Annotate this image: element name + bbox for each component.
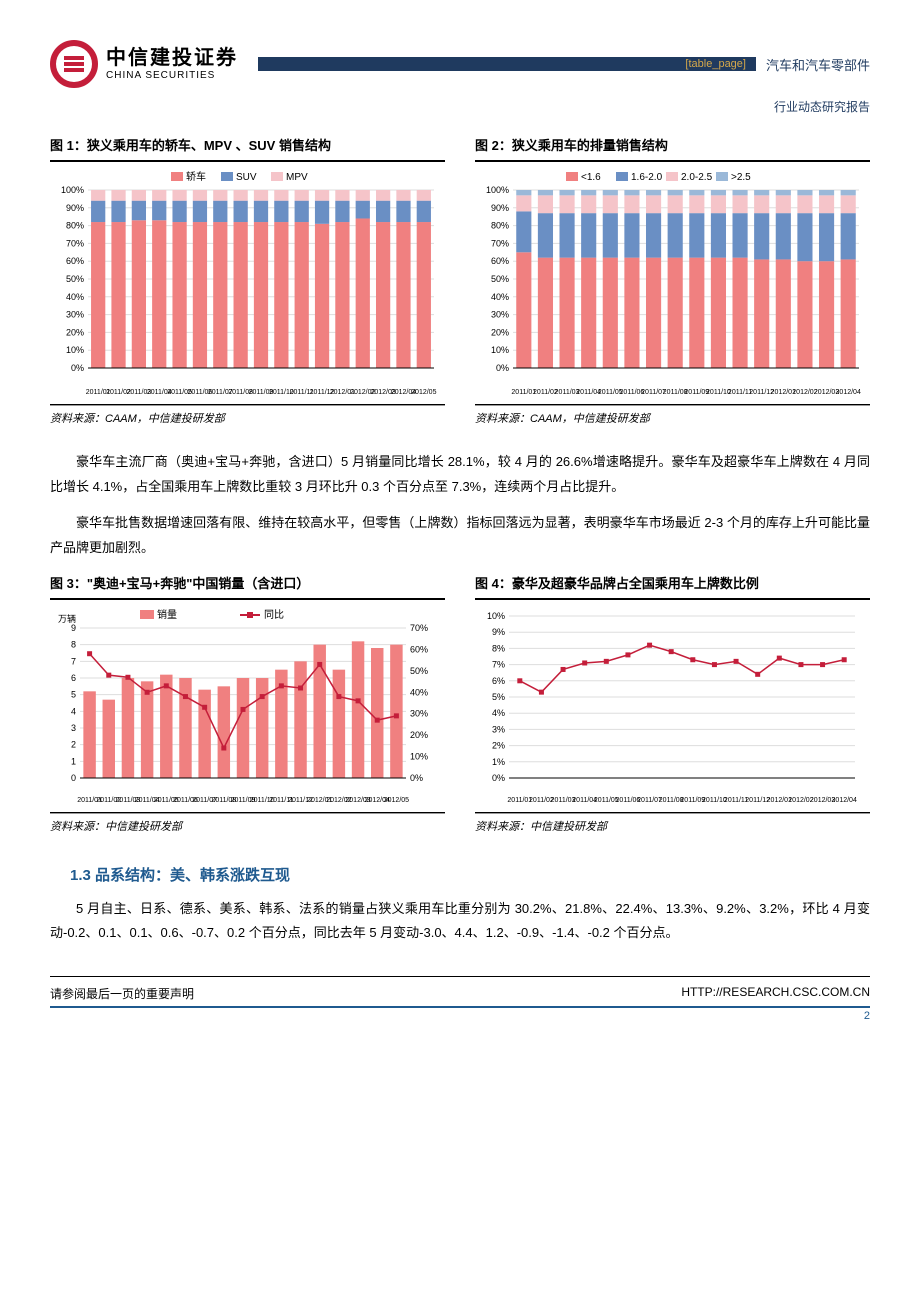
section-1-3-title: 1.3 品系结构：美、韩系涨跌互现 xyxy=(70,864,870,885)
figure-3-title: 图 3："奥迪+宝马+奔驰"中国销量（含进口） xyxy=(50,573,445,592)
svg-text:50%: 50% xyxy=(491,274,509,284)
svg-text:70%: 70% xyxy=(410,623,428,633)
svg-text:20%: 20% xyxy=(410,730,428,740)
svg-text:6: 6 xyxy=(71,673,76,683)
svg-text:2%: 2% xyxy=(492,740,505,750)
svg-text:40%: 40% xyxy=(410,687,428,697)
svg-text:0%: 0% xyxy=(410,773,423,783)
figure-4: 图 4：豪华及超豪华品牌占全国乘用车上牌数比例 0% 1% 2% 3% 4% 5% 6% 7%… xyxy=(475,573,870,846)
svg-text:90%: 90% xyxy=(66,203,84,213)
svg-text:8%: 8% xyxy=(492,643,505,653)
figure-4-source: 资料来源：中信建投研发部 xyxy=(475,813,870,834)
svg-text:0%: 0% xyxy=(71,363,84,373)
svg-text:7%: 7% xyxy=(492,659,505,669)
page-number: 2 xyxy=(50,1006,870,1022)
svg-text:2.0-2.5: 2.0-2.5 xyxy=(681,172,713,183)
figure-2-source: 资料来源：CAAM，中信建投研发部 xyxy=(475,405,870,426)
svg-text:0%: 0% xyxy=(496,363,509,373)
company-name-cn: 中信建投证券 xyxy=(106,46,238,70)
svg-text:3: 3 xyxy=(71,723,76,733)
svg-text:2012/04: 2012/04 xyxy=(836,389,861,396)
svg-text:60%: 60% xyxy=(66,256,84,266)
svg-text:70%: 70% xyxy=(491,238,509,248)
footer-url: HTTP://RESEARCH.CSC.COM.CN xyxy=(681,985,870,1002)
svg-text:20%: 20% xyxy=(66,327,84,337)
svg-text:SUV: SUV xyxy=(236,172,257,183)
svg-text:80%: 80% xyxy=(66,221,84,231)
figure-4-title: 图 4：豪华及超豪华品牌占全国乘用车上牌数比例 xyxy=(475,573,870,592)
paragraph-2: 豪华车批售数据增速回落有限、维持在较高水平，但零售（上牌数）指标回落远为显著，表… xyxy=(50,511,870,560)
chart-1-svg: 轿车 SUV MPV 0% 10% 20% 30% 40% 50% 60% 70% 80% 90% 100… xyxy=(50,168,440,398)
chart-4-svg: 0%1%2%3%4%5%6%7%8%9%10%2011/012011/02201… xyxy=(475,606,865,806)
svg-text:0%: 0% xyxy=(492,773,505,783)
svg-text:1%: 1% xyxy=(492,757,505,767)
svg-text:10%: 10% xyxy=(487,611,505,621)
svg-text:10%: 10% xyxy=(66,345,84,355)
logo-icon xyxy=(50,40,98,88)
figure-3-source: 资料来源：中信建投研发部 xyxy=(50,813,445,834)
company-name-en: CHINA SECURITIES xyxy=(106,70,238,82)
svg-text:10%: 10% xyxy=(410,751,428,761)
svg-text:9: 9 xyxy=(71,623,76,633)
report-type: 行业动态研究报告 xyxy=(50,98,870,115)
sector-label: 汽车和汽车零部件 xyxy=(766,55,870,74)
svg-text:销量: 销量 xyxy=(157,608,177,621)
svg-text:3%: 3% xyxy=(492,724,505,734)
svg-text:1.6-2.0: 1.6-2.0 xyxy=(631,172,663,183)
svg-text:8: 8 xyxy=(71,639,76,649)
figure-1: 图 1：狭义乘用车的轿车、MPV 、SUV 销售结构 轿车 SUV MPV 0% 10%… xyxy=(50,135,445,438)
figure-3: 图 3："奥迪+宝马+奔驰"中国销量（含进口） 销量同比万辆0123456789… xyxy=(50,573,445,846)
footer-disclaimer: 请参阅最后一页的重要声明 xyxy=(50,985,194,1002)
page-footer: 请参阅最后一页的重要声明 HTTP://RESEARCH.CSC.COM.CN xyxy=(50,976,870,1002)
svg-text:30%: 30% xyxy=(410,708,428,718)
svg-text:80%: 80% xyxy=(491,221,509,231)
svg-text:20%: 20% xyxy=(491,327,509,337)
svg-text:>2.5: >2.5 xyxy=(731,172,751,183)
svg-text:100%: 100% xyxy=(61,185,84,195)
section-1-3-text: 5 月自主、日系、德系、美系、韩系、法系的销量占狭义乘用车比重分别为 30.2%… xyxy=(50,897,870,946)
svg-text:同比: 同比 xyxy=(264,609,284,621)
svg-text:100%: 100% xyxy=(486,185,509,195)
svg-text:4%: 4% xyxy=(492,708,505,718)
svg-text:6%: 6% xyxy=(492,676,505,686)
svg-text:2012/05: 2012/05 xyxy=(411,389,436,396)
svg-text:4: 4 xyxy=(71,706,76,716)
figure-2: 图 2：狭义乘用车的排量销售结构 <1.6 1.6-2.0 2.0-2.5 >2.5 0… xyxy=(475,135,870,438)
svg-text:40%: 40% xyxy=(491,292,509,302)
svg-text:2012/04: 2012/04 xyxy=(832,797,857,804)
svg-text:2012/05: 2012/05 xyxy=(384,797,409,804)
svg-text:30%: 30% xyxy=(491,310,509,320)
svg-text:轿车: 轿车 xyxy=(186,170,206,183)
svg-text:5%: 5% xyxy=(492,692,505,702)
svg-text:50%: 50% xyxy=(410,666,428,676)
svg-text:30%: 30% xyxy=(66,310,84,320)
chart-2-svg: <1.6 1.6-2.0 2.0-2.5 >2.5 0% 10% 20% 30% 40% 50% 6… xyxy=(475,168,865,398)
svg-text:7: 7 xyxy=(71,656,76,666)
figure-1-source: 资料来源：CAAM，中信建投研发部 xyxy=(50,405,445,426)
figure-2-title: 图 2：狭义乘用车的排量销售结构 xyxy=(475,135,870,154)
svg-text:2: 2 xyxy=(71,739,76,749)
company-logo: 中信建投证券 CHINA SECURITIES xyxy=(50,40,238,88)
svg-text:50%: 50% xyxy=(66,274,84,284)
svg-text:90%: 90% xyxy=(491,203,509,213)
svg-text:0: 0 xyxy=(71,773,76,783)
svg-text:10%: 10% xyxy=(491,345,509,355)
svg-text:9%: 9% xyxy=(492,627,505,637)
svg-text:60%: 60% xyxy=(410,644,428,654)
table-page-label: [table_page] xyxy=(685,58,746,70)
figure-1-title: 图 1：狭义乘用车的轿车、MPV 、SUV 销售结构 xyxy=(50,135,445,154)
chart-3-svg: 销量同比万辆01234567890%10%20%30%40%50%60%70%2… xyxy=(50,606,440,806)
page-header: 中信建投证券 CHINA SECURITIES [table_page] 汽车和… xyxy=(50,40,870,88)
svg-text:60%: 60% xyxy=(491,256,509,266)
svg-text:MPV: MPV xyxy=(286,172,308,183)
svg-text:5: 5 xyxy=(71,689,76,699)
svg-text:1: 1 xyxy=(71,756,76,766)
svg-text:40%: 40% xyxy=(66,292,84,302)
svg-text:<1.6: <1.6 xyxy=(581,172,601,183)
paragraph-1: 豪华车主流厂商（奥迪+宝马+奔驰，含进口）5 月销量同比增长 28.1%，较 4… xyxy=(50,450,870,499)
header-bar: [table_page] xyxy=(258,57,756,71)
svg-text:70%: 70% xyxy=(66,238,84,248)
